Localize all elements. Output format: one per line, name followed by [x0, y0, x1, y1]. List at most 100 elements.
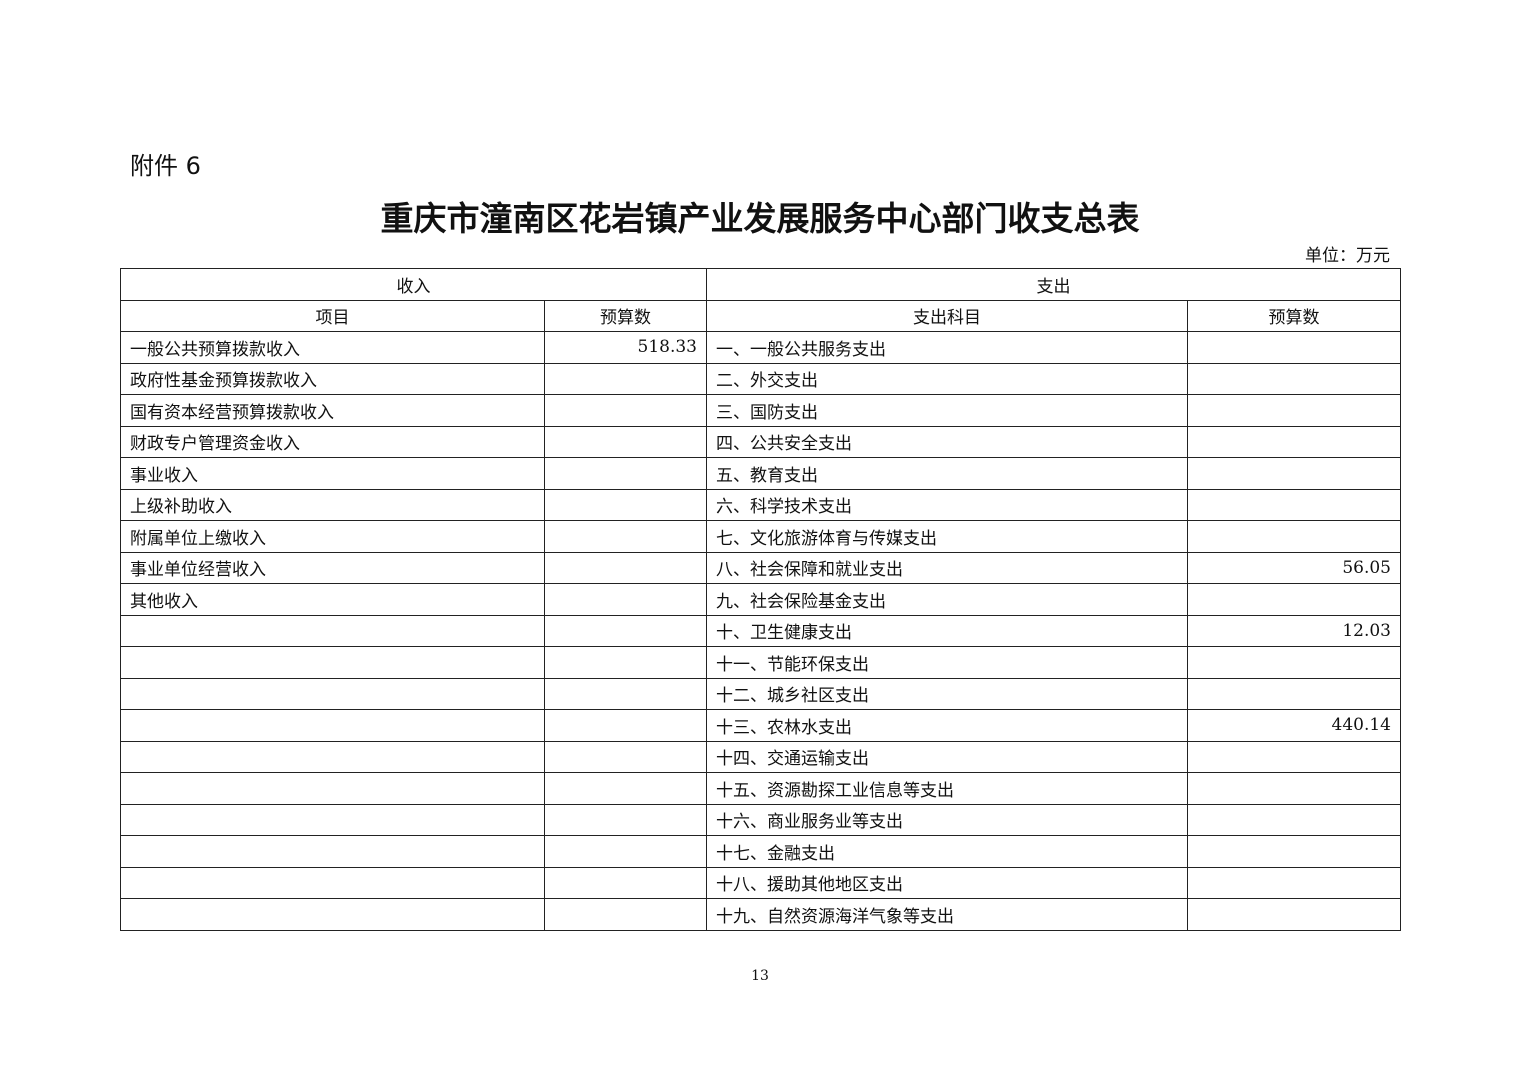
table-row: 十二、城乡社区支出: [120, 677, 1401, 710]
cell-exp-item: 十一、节能环保支出: [706, 646, 1188, 679]
cell-exp-budget: [1187, 394, 1401, 427]
cell-income-item: 国有资本经营预算拨款收入: [120, 394, 545, 427]
cell-exp-budget: [1187, 362, 1401, 395]
cell-exp-budget: [1187, 425, 1401, 458]
cell-exp-budget: [1187, 835, 1401, 868]
cell-exp-budget: [1187, 457, 1401, 490]
cell-exp-budget: [1187, 898, 1401, 931]
table-row: 附属单位上缴收入 七、文化旅游体育与传媒支出: [120, 520, 1401, 553]
table-row: 十八、援助其他地区支出: [120, 866, 1401, 899]
cell-income-item: [120, 803, 545, 836]
table-row: 十五、资源勘探工业信息等支出: [120, 772, 1401, 805]
cell-income-item: [120, 835, 545, 868]
cell-income-budget: [544, 709, 707, 742]
cell-exp-item: 十八、援助其他地区支出: [706, 866, 1188, 899]
table-row: 国有资本经营预算拨款收入 三、国防支出: [120, 394, 1401, 427]
cell-income-item: [120, 898, 545, 931]
cell-exp-budget: [1187, 583, 1401, 616]
table-row: 事业收入 五、教育支出: [120, 457, 1401, 490]
unit-label: 单位：万元: [1305, 246, 1390, 266]
cell-exp-budget: [1187, 331, 1401, 364]
cell-income-budget: [544, 803, 707, 836]
cell-exp-item: 十四、交通运输支出: [706, 740, 1188, 773]
cell-income-budget: [544, 740, 707, 773]
cell-exp-budget: [1187, 488, 1401, 521]
cell-income-item: [120, 740, 545, 773]
cell-income-item: [120, 646, 545, 679]
cell-income-item: [120, 866, 545, 899]
cell-income-item: [120, 709, 545, 742]
table-row: 十三、农林水支出 440.14: [120, 709, 1401, 742]
cell-exp-item: 二、外交支出: [706, 362, 1188, 395]
cell-income-budget: [544, 520, 707, 553]
cell-exp-budget: 56.05: [1187, 551, 1401, 584]
table-row: 事业单位经营收入 八、社会保障和就业支出 56.05: [120, 551, 1401, 584]
cell-exp-budget: [1187, 866, 1401, 899]
cell-exp-item: 六、科学技术支出: [706, 488, 1188, 521]
cell-exp-budget: [1187, 677, 1401, 710]
header-item: 项目: [120, 299, 545, 332]
cell-income-item: 一般公共预算拨款收入: [120, 331, 545, 364]
table-row: 财政专户管理资金收入 四、公共安全支出: [120, 425, 1401, 458]
cell-exp-budget: [1187, 520, 1401, 553]
page-number: 13: [751, 968, 769, 984]
header-exp-item: 支出科目: [706, 299, 1188, 332]
cell-income-item: 财政专户管理资金收入: [120, 425, 545, 458]
cell-income-budget: [544, 394, 707, 427]
cell-exp-item: 三、国防支出: [706, 394, 1188, 427]
cell-income-budget: [544, 583, 707, 616]
cell-exp-item: 五、教育支出: [706, 457, 1188, 490]
cell-income-item: [120, 677, 545, 710]
cell-exp-item: 十五、资源勘探工业信息等支出: [706, 772, 1188, 805]
table-row: 其他收入 九、社会保险基金支出: [120, 583, 1401, 616]
cell-exp-budget: 440.14: [1187, 709, 1401, 742]
cell-exp-item: 八、社会保障和就业支出: [706, 551, 1188, 584]
cell-income-budget: [544, 551, 707, 584]
cell-exp-item: 一、一般公共服务支出: [706, 331, 1188, 364]
cell-income-item: 其他收入: [120, 583, 545, 616]
cell-income-budget: [544, 646, 707, 679]
table-row: 十一、节能环保支出: [120, 646, 1401, 679]
table-row: 十九、自然资源海洋气象等支出: [120, 898, 1401, 931]
cell-income-budget: [544, 362, 707, 395]
cell-exp-item: 十七、金融支出: [706, 835, 1188, 868]
cell-income-budget: [544, 457, 707, 490]
cell-income-budget: 518.33: [544, 331, 707, 364]
cell-exp-budget: [1187, 646, 1401, 679]
table-row: 一般公共预算拨款收入 518.33 一、一般公共服务支出: [120, 331, 1401, 364]
cell-exp-item: 九、社会保险基金支出: [706, 583, 1188, 616]
cell-income-item: 事业单位经营收入: [120, 551, 545, 584]
table-row: 十六、商业服务业等支出: [120, 803, 1401, 836]
cell-income-budget: [544, 898, 707, 931]
cell-income-budget: [544, 488, 707, 521]
cell-exp-item: 十三、农林水支出: [706, 709, 1188, 742]
header-expenditure: 支出: [706, 268, 1401, 301]
header-income: 收入: [120, 268, 707, 301]
cell-exp-budget: 12.03: [1187, 614, 1401, 647]
cell-income-item: [120, 772, 545, 805]
table-row: 十七、金融支出: [120, 835, 1401, 868]
cell-exp-budget: [1187, 772, 1401, 805]
table-row: 十、卫生健康支出 12.03: [120, 614, 1401, 647]
table-row: 上级补助收入 六、科学技术支出: [120, 488, 1401, 521]
cell-income-budget: [544, 772, 707, 805]
cell-income-budget: [544, 425, 707, 458]
cell-income-budget: [544, 614, 707, 647]
cell-income-budget: [544, 866, 707, 899]
cell-exp-item: 十六、商业服务业等支出: [706, 803, 1188, 836]
budget-table: 收入 支出 项目 预算数 支出科目 预算数 一般公共预算拨款收入 518.33 一、…: [120, 268, 1401, 931]
cell-exp-budget: [1187, 740, 1401, 773]
table-header: 项目 预算数 支出科目 预算数: [120, 299, 1401, 332]
cell-income-item: 政府性基金预算拨款收入: [120, 362, 545, 395]
page-title: 重庆市潼南区花岩镇产业发展服务中心部门收支总表: [380, 199, 1140, 238]
cell-exp-item: 十二、城乡社区支出: [706, 677, 1188, 710]
cell-income-item: 上级补助收入: [120, 488, 545, 521]
cell-income-item: 附属单位上缴收入: [120, 520, 545, 553]
cell-exp-item: 十、卫生健康支出: [706, 614, 1188, 647]
cell-exp-item: 四、公共安全支出: [706, 425, 1188, 458]
cell-income-item: [120, 614, 545, 647]
cell-exp-budget: [1187, 803, 1401, 836]
cell-exp-item: 七、文化旅游体育与传媒支出: [706, 520, 1188, 553]
attachment-label: 附件 6: [130, 152, 201, 180]
table-row: 政府性基金预算拨款收入 二、外交支出: [120, 362, 1401, 395]
